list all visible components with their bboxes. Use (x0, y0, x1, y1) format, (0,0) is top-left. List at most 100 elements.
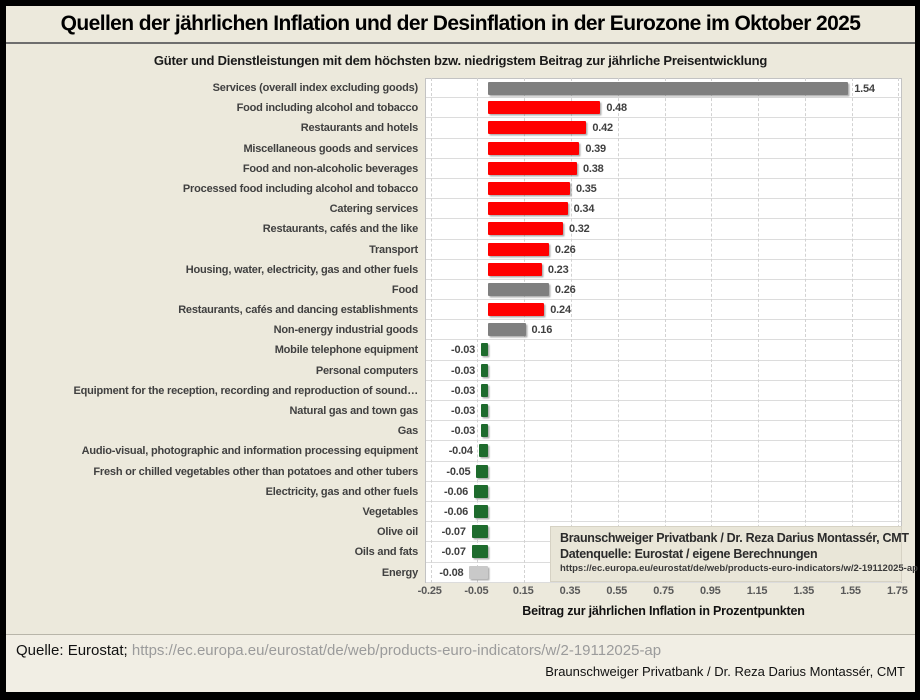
data-bar (488, 303, 545, 317)
plot-cell: -0.03 (425, 401, 902, 422)
value-label: -0.03 (451, 405, 476, 417)
plot-cell: 0.39 (425, 138, 902, 159)
data-bar (481, 343, 489, 357)
chart-row: Audio-visual, photographic and informati… (6, 441, 915, 462)
category-label: Catering services (329, 203, 419, 216)
chart-row: Electricity, gas and other fuels -0.06 (6, 481, 915, 502)
category-label: Gas (397, 425, 418, 438)
chart-row: Non-energy industrial goods 0.16 (6, 320, 915, 341)
plot-cell: 0.23 (425, 259, 902, 280)
value-label: -0.03 (451, 364, 476, 377)
chart-row: Catering services 0.34 (6, 199, 915, 220)
chart-row: Services (overall index excluding goods)… (6, 78, 915, 99)
data-bar (469, 565, 489, 579)
x-tick-label: 0.95 (699, 585, 721, 597)
plot-cell: -0.03 (425, 380, 902, 401)
value-label: -0.05 (446, 465, 471, 478)
chart-row: Personal computers -0.03 (6, 360, 915, 381)
footer-credit: Braunschweiger Privatbank / Dr. Reza Dar… (545, 664, 905, 679)
category-label: Olive oil (377, 526, 418, 539)
plot-cell: -0.04 (425, 441, 902, 462)
chart-row: Food and non-alcoholic beverages 0.38 (6, 158, 915, 179)
plot-cell: -0.06 (425, 481, 902, 502)
chart-row: Miscellaneous goods and services 0.39 (6, 138, 915, 159)
chart-row: Fresh or chilled vegetables other than p… (6, 461, 915, 482)
value-label: -0.06 (444, 485, 469, 498)
chart-page: Quellen der jährlichen Inflation und der… (6, 6, 918, 692)
category-label: Miscellaneous goods and services (243, 142, 418, 155)
value-label: 0.38 (582, 162, 604, 175)
category-label: Restaurants and hotels (300, 122, 418, 135)
category-label: Processed food including alcohol and tob… (182, 182, 418, 195)
data-bar (481, 383, 489, 397)
plot-cell: 0.48 (425, 98, 902, 119)
plot-cell: 0.34 (425, 199, 902, 220)
plot-cell: 0.24 (425, 300, 902, 321)
chart-row: Processed food including alcohol and tob… (6, 178, 915, 200)
plot-cell: -0.03 (425, 340, 902, 361)
x-tick-label: 0.75 (653, 585, 674, 597)
value-label: 1.54 (854, 83, 875, 95)
chart-row: Restaurants, cafés and the like 0.32 (6, 219, 915, 240)
footer-source-url-link[interactable]: https://ec.europa.eu/eurostat/de/web/pro… (131, 642, 662, 659)
category-label: Equipment for the reception, recording a… (73, 384, 418, 397)
chart-row: Transport 0.26 (6, 239, 915, 260)
value-label: 0.48 (606, 102, 627, 115)
value-label: 0.39 (585, 142, 606, 155)
category-label: Restaurants, cafés and the like (262, 223, 418, 236)
data-bar (488, 222, 563, 236)
category-label: Transport (369, 243, 418, 256)
category-label: Electricity, gas and other fuels (265, 485, 419, 498)
chart-subtitle: Güter und Dienstleistungen mit dem höchs… (153, 53, 768, 68)
value-label: 0.32 (568, 223, 590, 236)
plot-cell: 0.42 (425, 118, 902, 139)
footer: Quelle: Eurostat; https://ec.europa.eu/e… (6, 634, 915, 692)
data-bar (488, 82, 849, 95)
plot-cell: 0.26 (425, 239, 902, 260)
plot-cell: 0.35 (425, 178, 902, 200)
category-label: Vegetables (362, 505, 419, 518)
x-axis-title: Beitrag zur jährlichen Inflation in Proz… (522, 604, 805, 618)
bar-chart: Services (overall index excluding goods)… (6, 78, 918, 583)
x-tick-label: 1.35 (793, 585, 815, 597)
plot-cell: -0.03 (425, 421, 902, 442)
data-bar (488, 323, 526, 337)
footer-source-line: Quelle: Eurostat; https://ec.europa.eu/e… (16, 642, 905, 659)
value-label: -0.03 (451, 344, 476, 357)
title-bar: Quellen der jährlichen Inflation und der… (6, 6, 915, 44)
value-label: 0.42 (592, 122, 613, 135)
page-title: Quellen der jährlichen Inflation und der… (60, 12, 861, 35)
x-tick-label: 0.35 (559, 585, 581, 597)
annotation-datasource: Datenquelle: Eurostat / eigene Berechnun… (560, 547, 818, 561)
category-label: Services (overall index excluding goods) (212, 82, 419, 94)
x-tick-label: 1.15 (746, 585, 768, 597)
value-label: -0.03 (451, 425, 476, 438)
chart-row: Mobile telephone equipment -0.03 (6, 340, 915, 361)
category-label: Personal computers (315, 364, 418, 377)
plot-cell: 0.32 (425, 219, 902, 240)
data-bar (488, 262, 542, 276)
data-bar (488, 242, 549, 256)
category-label: Energy (381, 566, 418, 579)
annotation-author: Braunschweiger Privatbank / Dr. Reza Dar… (560, 531, 909, 545)
footer-source-label: Quelle: Eurostat; (16, 642, 128, 659)
annotation-url: https://ec.europa.eu/eurostat/de/web/pro… (560, 563, 918, 574)
category-label: Food including alcohol and tobacco (236, 102, 419, 115)
data-bar (488, 141, 580, 155)
data-bar (481, 424, 489, 438)
value-label: 0.24 (550, 304, 571, 317)
value-label: 0.23 (547, 263, 569, 276)
category-label: Natural gas and town gas (289, 405, 419, 417)
value-label: -0.03 (451, 384, 476, 397)
category-label: Fresh or chilled vegetables other than p… (93, 465, 418, 478)
plot-cell: 0.16 (425, 320, 902, 341)
data-bar (488, 181, 570, 195)
data-bar (488, 282, 549, 296)
x-tick-label: 0.55 (606, 585, 628, 597)
chart-row: Food 0.26 (6, 279, 915, 301)
chart-row: Housing, water, electricity, gas and oth… (6, 259, 915, 280)
category-label: Housing, water, electricity, gas and oth… (185, 263, 418, 276)
value-label: -0.04 (448, 445, 473, 458)
data-bar (471, 545, 489, 559)
value-label: 0.26 (554, 243, 576, 256)
